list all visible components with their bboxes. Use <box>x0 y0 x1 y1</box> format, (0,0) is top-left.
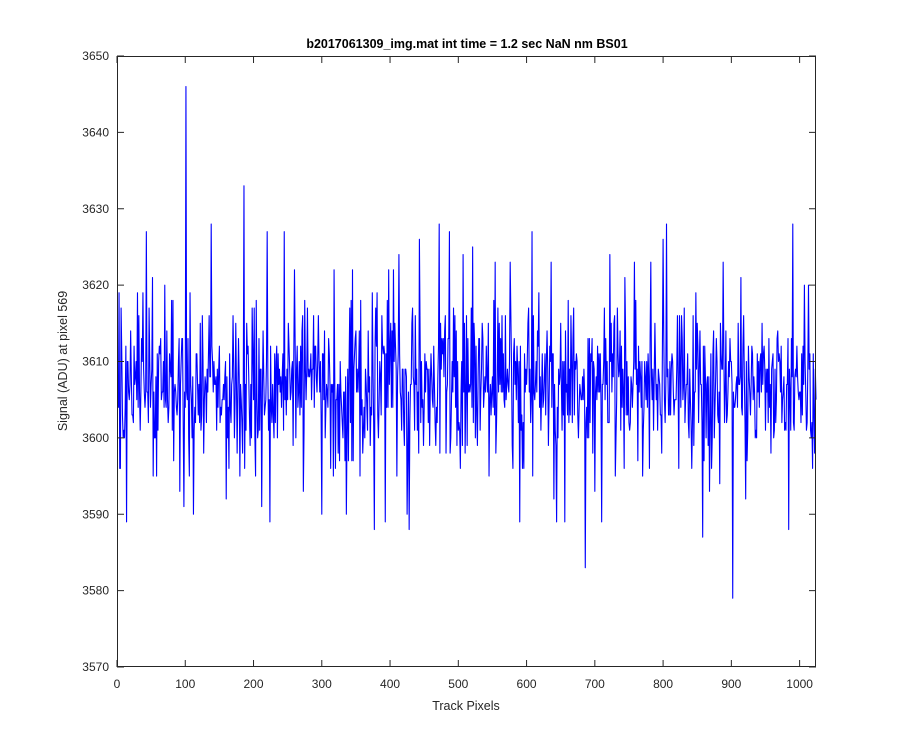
y-tick-label: 3570 <box>82 660 109 674</box>
y-tick-label: 3620 <box>82 278 109 292</box>
y-axis-ticks: 3570 3580 3590 3600 3610 3620 3630 3640 3650 <box>82 49 816 674</box>
plot-area <box>117 56 817 667</box>
x-tick-label: 800 <box>653 677 673 691</box>
x-tick-label: 900 <box>721 677 741 691</box>
x-tick-label: 1000 <box>786 677 813 691</box>
x-axis-ticks: 0 100 200 300 400 500 600 700 800 900 1000 <box>114 56 813 691</box>
x-tick-label: 400 <box>380 677 400 691</box>
x-tick-label: 100 <box>175 677 195 691</box>
x-tick-label: 200 <box>244 677 264 691</box>
x-tick-label: 600 <box>517 677 537 691</box>
x-tick-label: 700 <box>585 677 605 691</box>
y-axis-label: Signal (ADU) at pixel 569 <box>56 291 70 431</box>
x-tick-label: 0 <box>114 677 121 691</box>
y-tick-label: 3590 <box>82 507 109 521</box>
series-layer <box>117 86 817 599</box>
y-tick-label: 3630 <box>82 202 109 216</box>
x-tick-label: 500 <box>448 677 468 691</box>
y-tick-label: 3600 <box>82 431 109 445</box>
signal-series-line <box>117 86 817 599</box>
y-tick-label: 3610 <box>82 355 109 369</box>
y-tick-label: 3640 <box>82 125 109 139</box>
x-tick-label: 300 <box>312 677 332 691</box>
x-axis-label: Track Pixels <box>432 699 500 713</box>
y-tick-label: 3650 <box>82 49 109 63</box>
chart-title: b2017061309_img.mat int time = 1.2 sec N… <box>306 37 627 51</box>
y-tick-label: 3580 <box>82 584 109 598</box>
